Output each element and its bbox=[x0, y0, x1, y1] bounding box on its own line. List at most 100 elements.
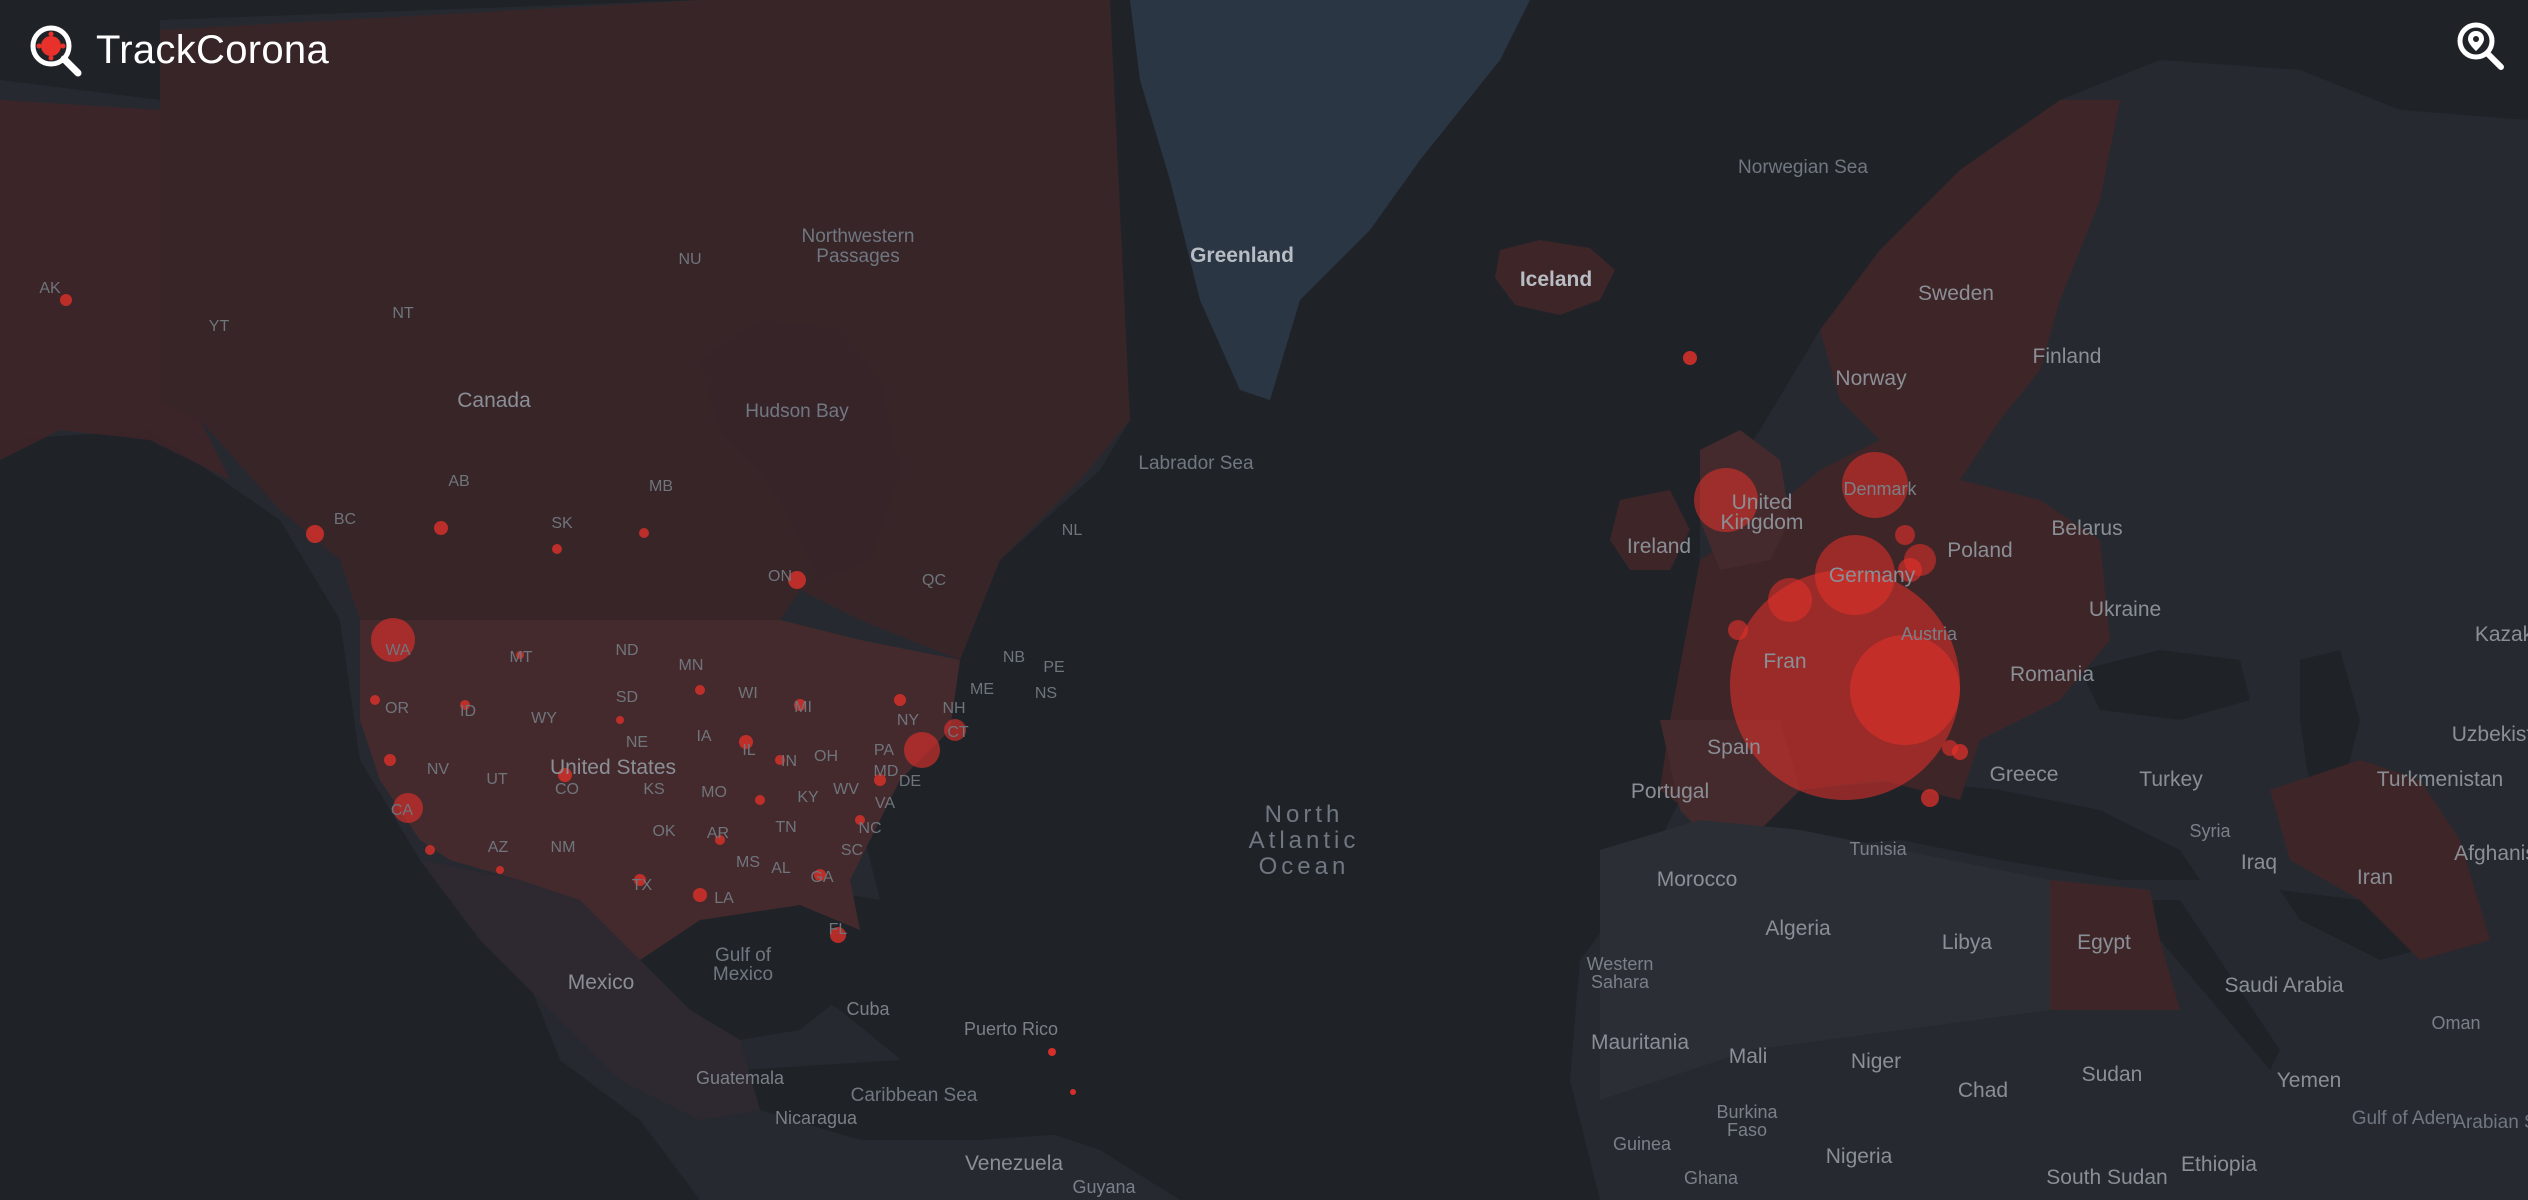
label-state-mi: MI bbox=[794, 699, 812, 716]
water-mediterranean bbox=[1700, 780, 2200, 880]
region-scandinavia bbox=[1820, 100, 2120, 480]
label-ukraine: Ukraine bbox=[2089, 598, 2161, 621]
label-state-ak: AK bbox=[39, 280, 61, 297]
marker-italy[interactable] bbox=[1850, 635, 1960, 745]
marker-saskatchewan[interactable] bbox=[552, 544, 562, 554]
label-state-in: IN bbox=[781, 753, 797, 770]
marker-georgia[interactable] bbox=[814, 869, 826, 881]
region-iran bbox=[2270, 760, 2490, 960]
label-northwestern-passages: Northwestern bbox=[802, 226, 915, 247]
marker-europe-small-2[interactable] bbox=[1898, 558, 1922, 582]
label-turkey: Turkey bbox=[2139, 768, 2203, 791]
label-ghana: Ghana bbox=[1684, 1168, 1739, 1188]
label-state-nm: NM bbox=[551, 839, 576, 856]
marker-us-small-7[interactable] bbox=[855, 815, 865, 825]
case-markers[interactable] bbox=[60, 294, 1968, 1095]
label-tunisia: Tunisia bbox=[1849, 839, 1907, 859]
marker-us-small-3[interactable] bbox=[460, 700, 470, 710]
marker-new-jersey[interactable] bbox=[944, 719, 966, 741]
marker-denmark[interactable] bbox=[1842, 452, 1908, 518]
virus-magnifier-logo-icon[interactable] bbox=[26, 21, 84, 79]
marker-us-small-13[interactable] bbox=[616, 716, 624, 724]
label-state-fl: FL bbox=[829, 921, 848, 938]
label-state-tx: TX bbox=[632, 877, 653, 894]
marker-faroe[interactable] bbox=[1683, 351, 1697, 365]
label-state-wy: WY bbox=[531, 710, 557, 727]
label-state-il: IL bbox=[742, 742, 755, 759]
marker-us-small-14[interactable] bbox=[775, 755, 785, 765]
marker-washington[interactable] bbox=[371, 618, 415, 662]
label-state-nu: NU bbox=[678, 251, 701, 268]
marker-us-small-8[interactable] bbox=[874, 774, 886, 786]
marker-us-small-5[interactable] bbox=[695, 685, 705, 695]
island-labels: Greenland Iceland bbox=[1190, 244, 1592, 291]
water-pacific-north bbox=[0, 430, 700, 1200]
label-state-ny: NY bbox=[897, 712, 920, 729]
label-spain: Spain bbox=[1707, 736, 1761, 759]
label-state-yt: YT bbox=[209, 318, 230, 335]
marker-ontario[interactable] bbox=[788, 571, 806, 589]
marker-caribbean[interactable] bbox=[1070, 1089, 1076, 1095]
marker-us-small-1[interactable] bbox=[370, 695, 380, 705]
marker-europe-small-1[interactable] bbox=[1942, 740, 1958, 756]
marker-manitoba[interactable] bbox=[639, 528, 649, 538]
marker-california[interactable] bbox=[393, 793, 423, 823]
marker-puerto-rico[interactable] bbox=[1048, 1048, 1056, 1056]
label-state-ne: NE bbox=[626, 734, 648, 751]
app-title[interactable]: TrackCorona bbox=[96, 27, 330, 72]
label-state-nh: NH bbox=[942, 700, 965, 717]
label-poland: Poland bbox=[1947, 539, 2012, 562]
marker-uk[interactable] bbox=[1694, 468, 1758, 532]
label-state-pe: PE bbox=[1043, 659, 1064, 676]
marker-alaska[interactable] bbox=[60, 294, 72, 306]
marker-us-small-12[interactable] bbox=[894, 694, 906, 706]
map-search-icon[interactable] bbox=[2454, 20, 2506, 72]
marker-portugal[interactable] bbox=[1728, 620, 1748, 640]
label-state-nc: NC bbox=[858, 820, 881, 837]
marker-florida[interactable] bbox=[830, 927, 846, 943]
label-yemen: Yemen bbox=[2277, 1069, 2342, 1092]
marker-colorado[interactable] bbox=[558, 768, 572, 782]
region-alaska bbox=[0, 100, 230, 480]
marker-texas[interactable] bbox=[634, 874, 646, 886]
marker-greece[interactable] bbox=[1921, 789, 1939, 807]
region-ireland bbox=[1610, 490, 1690, 570]
marker-bc[interactable] bbox=[306, 525, 324, 543]
marker-us-small-2[interactable] bbox=[384, 754, 396, 766]
label-state-oh: OH bbox=[814, 748, 838, 765]
label-gulf-of-mexico-1: Gulf of bbox=[715, 945, 772, 966]
marker-illinois[interactable] bbox=[739, 735, 753, 749]
water-persian-gulf bbox=[2280, 890, 2420, 960]
label-puerto-rico: Puerto Rico bbox=[964, 1019, 1058, 1039]
label-nigeria: Nigeria bbox=[1826, 1145, 1893, 1168]
marker-us-small-10[interactable] bbox=[425, 845, 435, 855]
label-uzbekistan: Uzbekist bbox=[2452, 723, 2528, 746]
country-labels: Canada United States Mexico Cuba Puerto … bbox=[457, 282, 2528, 1197]
marker-michigan[interactable] bbox=[794, 699, 806, 711]
label-mexico: Mexico bbox=[568, 971, 635, 994]
marker-louisiana[interactable] bbox=[693, 888, 707, 902]
label-state-sc: SC bbox=[841, 842, 863, 859]
label-egypt: Egypt bbox=[2077, 931, 2131, 954]
label-sudan: Sudan bbox=[2082, 1063, 2143, 1086]
label-state-co: CO bbox=[555, 781, 579, 798]
water-gulf-of-mexico bbox=[640, 905, 860, 1040]
marker-alberta[interactable] bbox=[434, 521, 448, 535]
label-kazakhstan: Kazak bbox=[2475, 623, 2528, 646]
marker-us-small-11[interactable] bbox=[496, 866, 504, 874]
label-state-ut: UT bbox=[486, 771, 508, 788]
marker-poland[interactable] bbox=[1895, 525, 1915, 545]
marker-germany[interactable] bbox=[1815, 535, 1895, 615]
label-state-mb: MB bbox=[649, 478, 673, 495]
marker-spain[interactable] bbox=[1768, 578, 1812, 622]
marker-new-york[interactable] bbox=[904, 732, 940, 768]
label-state-ks: KS bbox=[643, 781, 664, 798]
label-saudi-arabia: Saudi Arabia bbox=[2224, 974, 2343, 997]
label-iceland: Iceland bbox=[1520, 268, 1592, 291]
app-header: TrackCorona bbox=[26, 20, 329, 80]
marker-us-small-6[interactable] bbox=[755, 795, 765, 805]
marker-us-small-4[interactable] bbox=[516, 651, 524, 659]
marker-us-small-9[interactable] bbox=[715, 835, 725, 845]
